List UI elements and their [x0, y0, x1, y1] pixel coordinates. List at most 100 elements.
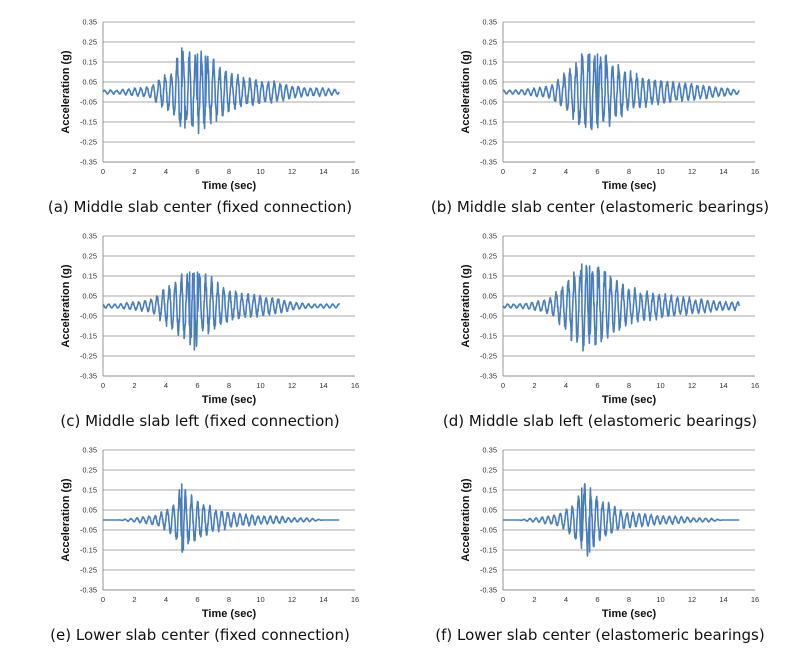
x-tick-label: 14	[719, 167, 727, 176]
x-tick-label: 8	[627, 595, 631, 604]
y-tick-label: 0.35	[482, 18, 497, 27]
y-tick-label: -0.05	[80, 98, 97, 107]
chart-caption: (a) Middle slab center (fixed connection…	[47, 198, 353, 216]
acceleration-chart: 0.35 0.25 0.15 0.05 -0.05 -0.15 -0.25 -0.35 0 2 4 6…	[60, 232, 359, 407]
y-tick-label: 0.15	[482, 486, 497, 495]
y-tick-label: -0.35	[80, 586, 97, 595]
chart-caption: (c) Middle slab left (fixed connection)	[60, 412, 340, 430]
x-tick-label: 2	[132, 167, 136, 176]
y-tick-label: -0.35	[480, 586, 497, 595]
y-tick-label: -0.25	[80, 138, 97, 147]
x-tick-label: 8	[627, 381, 631, 390]
x-tick-label: 12	[688, 167, 696, 176]
y-tick-label: 0.35	[482, 446, 497, 455]
y-tick-label: -0.25	[80, 352, 97, 361]
chart-panel: 0.35 0.25 0.15 0.05 -0.05 -0.15 -0.25 -0.35 0 2 4 6…	[0, 8, 400, 226]
y-tick-label: -0.35	[80, 372, 97, 381]
y-tick-label: 0.05	[82, 506, 97, 515]
x-tick-label: 4	[564, 167, 568, 176]
x-tick-label: 2	[532, 595, 536, 604]
y-tick-label: -0.05	[80, 312, 97, 321]
chart-caption: (f) Lower slab center (elastomeric beari…	[435, 626, 765, 644]
x-tick-label: 0	[101, 595, 105, 604]
x-tick-label: 2	[132, 595, 136, 604]
x-tick-label: 2	[532, 381, 536, 390]
acceleration-series-line	[502, 483, 740, 557]
y-tick-label: 0.05	[482, 78, 497, 87]
y-tick-label: 0.25	[482, 466, 497, 475]
x-tick-label: 6	[195, 381, 199, 390]
x-tick-label: 10	[656, 167, 664, 176]
y-tick-label: 0.25	[82, 466, 97, 475]
y-tick-label: -0.15	[480, 118, 497, 127]
y-tick-label: 0.15	[482, 58, 497, 67]
x-axis-label: Time (sec)	[602, 180, 657, 192]
x-tick-label: 16	[751, 381, 759, 390]
acceleration-series-line	[502, 53, 740, 131]
x-tick-label: 14	[719, 381, 727, 390]
x-tick-label: 12	[288, 167, 296, 176]
y-tick-label: -0.05	[480, 526, 497, 535]
y-tick-label: -0.25	[480, 138, 497, 147]
y-axis-label: Acceleration (g)	[60, 50, 72, 133]
chart-panel: 0.35 0.25 0.15 0.05 -0.05 -0.15 -0.25 -0.35 0 2 4 6…	[0, 436, 400, 654]
y-axis-label: Acceleration (g)	[60, 264, 72, 347]
x-tick-label: 4	[164, 381, 168, 390]
x-tick-label: 4	[164, 595, 168, 604]
y-tick-label: 0.35	[82, 18, 97, 27]
y-tick-label: 0.25	[82, 38, 97, 47]
y-tick-label: -0.35	[480, 372, 497, 381]
acceleration-series-line	[102, 271, 340, 351]
acceleration-chart: 0.35 0.25 0.15 0.05 -0.05 -0.15 -0.25 -0.35 0 2 4 6…	[460, 446, 759, 621]
acceleration-chart: 0.35 0.25 0.15 0.05 -0.05 -0.15 -0.25 -0.35 0 2 4 6…	[460, 18, 759, 193]
x-tick-label: 10	[256, 595, 264, 604]
x-tick-label: 8	[227, 167, 231, 176]
x-tick-label: 12	[288, 595, 296, 604]
y-tick-label: 0.25	[482, 38, 497, 47]
y-tick-label: -0.25	[480, 566, 497, 575]
x-tick-label: 14	[319, 167, 327, 176]
y-tick-label: -0.35	[480, 158, 497, 167]
x-tick-label: 16	[351, 595, 359, 604]
x-tick-label: 4	[564, 595, 568, 604]
x-tick-label: 6	[595, 167, 599, 176]
y-tick-label: 0.15	[482, 272, 497, 281]
y-tick-label: -0.35	[80, 158, 97, 167]
acceleration-chart: 0.35 0.25 0.15 0.05 -0.05 -0.15 -0.25 -0.35 0 2 4 6…	[460, 232, 759, 407]
acceleration-series-line	[102, 483, 340, 553]
x-tick-label: 14	[319, 381, 327, 390]
chart-panel: 0.35 0.25 0.15 0.05 -0.05 -0.15 -0.25 -0.35 0 2 4 6…	[400, 8, 800, 226]
x-tick-label: 12	[288, 381, 296, 390]
y-tick-label: -0.25	[80, 566, 97, 575]
y-tick-label: -0.15	[80, 332, 97, 341]
x-tick-label: 8	[227, 381, 231, 390]
y-tick-label: -0.05	[80, 526, 97, 535]
x-tick-label: 12	[688, 381, 696, 390]
x-tick-label: 16	[751, 595, 759, 604]
chart-panel: 0.35 0.25 0.15 0.05 -0.05 -0.15 -0.25 -0.35 0 2 4 6…	[0, 222, 400, 440]
x-tick-label: 4	[564, 381, 568, 390]
x-tick-label: 4	[164, 167, 168, 176]
y-tick-label: 0.35	[482, 232, 497, 241]
y-tick-label: 0.05	[482, 506, 497, 515]
acceleration-chart: 0.35 0.25 0.15 0.05 -0.05 -0.15 -0.25 -0.35 0 2 4 6…	[60, 446, 359, 621]
y-axis-label: Acceleration (g)	[460, 264, 472, 347]
y-tick-label: 0.15	[82, 486, 97, 495]
y-tick-label: 0.25	[82, 252, 97, 261]
chart-caption: (d) Middle slab left (elastomeric bearin…	[442, 412, 758, 430]
y-tick-label: 0.05	[82, 292, 97, 301]
y-axis-label: Acceleration (g)	[460, 50, 472, 133]
x-tick-label: 8	[227, 595, 231, 604]
x-axis-label: Time (sec)	[202, 608, 257, 620]
x-tick-label: 0	[101, 167, 105, 176]
x-tick-label: 16	[751, 167, 759, 176]
acceleration-series-line	[102, 47, 340, 135]
x-tick-label: 10	[256, 167, 264, 176]
y-tick-label: 0.25	[482, 252, 497, 261]
x-tick-label: 2	[532, 167, 536, 176]
x-tick-label: 0	[501, 595, 505, 604]
x-tick-label: 6	[595, 595, 599, 604]
y-tick-label: -0.15	[80, 118, 97, 127]
acceleration-chart: 0.35 0.25 0.15 0.05 -0.05 -0.15 -0.25 -0.35 0 2 4 6…	[60, 18, 359, 193]
x-tick-label: 2	[132, 381, 136, 390]
